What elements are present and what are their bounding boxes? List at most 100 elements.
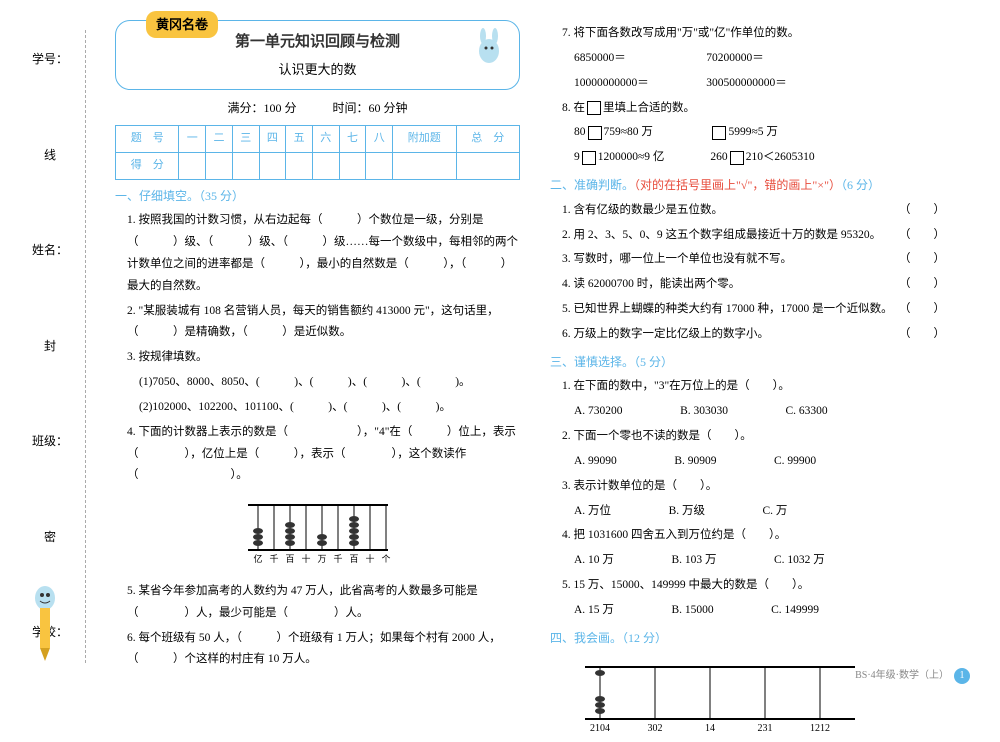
svg-text:14: 14 [705, 723, 715, 734]
opt: A. 15 万 [574, 604, 614, 616]
section-3-title: 三、谨慎选择。（5 分） [550, 352, 955, 374]
q8-row: 80759≈80 万 5999≈5 万 [574, 122, 955, 144]
spine-label: 姓名： [32, 240, 68, 262]
q7c: 10000000000＝ [574, 77, 649, 89]
section-1-title: 一、仔细填空。（35 分） [115, 186, 520, 208]
opt: A. 10 万 [574, 554, 614, 566]
q4: 4. 下面的计数器上表示的数是（ ），"4"在（ ）位上，表示（ ），亿位上是（… [127, 422, 520, 488]
sec-extra: （对的在括号里画上"√"，错的画上"×"） [634, 178, 841, 192]
sec-label: 四、我会画。 [550, 631, 622, 645]
th: 一 [179, 125, 206, 152]
judge-text: 4. 读 62000700 时，能读出两个零。 [562, 278, 740, 290]
svg-text:千: 千 [333, 554, 342, 564]
svg-text:个: 个 [381, 554, 390, 564]
judge-text: 1. 含有亿级的数最少是五位数。 [562, 204, 723, 216]
svg-text:千: 千 [269, 554, 278, 564]
q7b: 70200000＝ [706, 52, 764, 64]
th: 三 [232, 125, 259, 152]
th: 八 [366, 125, 393, 152]
opt: B. 303030 [680, 405, 728, 417]
mc-q3: 3. 表示计数单位的是（ ）。 [562, 476, 955, 498]
opt: B. 103 万 [671, 554, 716, 566]
section-4-title: 四、我会画。（12 分） [550, 628, 955, 650]
mc-opts: A. 万位 B. 万级 C. 万 [574, 501, 955, 523]
svg-text:十: 十 [301, 553, 310, 564]
page-number: 1 [954, 668, 970, 684]
opt: B. 万级 [669, 505, 705, 517]
svg-text:1212: 1212 [810, 723, 830, 734]
q3a: (1)7050、8000、8050、( )、( )、( )、( )。 [139, 372, 520, 394]
mc-q1: 1. 在下面的数中，"3"在万位上的是（ ）。 [562, 376, 955, 398]
mc-opts: A. 15 万 B. 15000 C. 149999 [574, 600, 955, 622]
opt: C. 99900 [774, 455, 816, 467]
right-column: 7. 将下面各数改写成用"万"或"亿"作单位的数。 6850000＝ 70200… [535, 20, 970, 683]
mc-q5: 5. 15 万、15000、149999 中最大的数是（ ）。 [562, 575, 955, 597]
pencil-icon [30, 583, 60, 663]
svg-text:亿: 亿 [253, 553, 262, 564]
opt: B. 90909 [674, 455, 716, 467]
spine-label: 学号： [32, 49, 68, 71]
spine-char: 密 [44, 527, 56, 549]
table-header-row: 题 号一二三四五六七八附加题总 分 [116, 125, 520, 152]
exam-meta: 满分：100 分 时间：60 分钟 [115, 98, 520, 120]
q8: 8. 在里填上合适的数。 [562, 98, 955, 120]
q7d: 300500000000＝ [706, 77, 787, 89]
th: 二 [206, 125, 233, 152]
brand-badge: 黄冈名卷 [146, 11, 218, 38]
score-label: 满分： [227, 101, 263, 115]
svg-text:百: 百 [349, 554, 358, 564]
th: 五 [286, 125, 313, 152]
mc-q2: 2. 下面一个零也不读的数是（ ）。 [562, 426, 955, 448]
sec-label: 二、准确判断。 [550, 178, 634, 192]
th: 四 [259, 125, 286, 152]
q1: 1. 按照我国的计数习惯，从右边起每（ ）个数位是一级，分别是（ ）级、（ ）级… [127, 210, 520, 297]
fold-line [85, 30, 86, 663]
section-2-title: 二、准确判断。（对的在括号里画上"√"，错的画上"×"）（6 分） [550, 175, 955, 197]
judge-item: 2. 用 2、3、5、0、9 这五个数字组成最接近十万的数是 95320。（ ） [562, 225, 955, 247]
time-label: 时间： [333, 101, 369, 115]
opt: A. 730200 [574, 405, 623, 417]
mc-q4: 4. 把 1031600 四舍五入到万位约是（ ）。 [562, 525, 955, 547]
table-score-row: 得 分 [116, 152, 520, 179]
judge-text: 3. 写数时，哪一位上一个单位也没有就不写。 [562, 253, 792, 265]
judge-item: 4. 读 62000700 时，能读出两个零。（ ） [562, 274, 955, 296]
q2: 2. "某服装城有 108 名营销人员，每天的销售额约 413000 元"，这句… [127, 301, 520, 345]
judge-item: 3. 写数时，哪一位上一个单位也没有就不写。（ ） [562, 249, 955, 271]
opt: C. 63300 [785, 405, 827, 417]
opt: C. 万 [762, 505, 787, 517]
q7-row: 10000000000＝ 300500000000＝ [574, 73, 955, 95]
score-value: 100 分 [263, 101, 296, 115]
sec-points: （6 分） [841, 178, 880, 192]
row-label: 得 分 [116, 152, 179, 179]
spine-label: 班级： [32, 431, 68, 453]
spine-char: 封 [44, 336, 56, 358]
sec-points: （5 分） [634, 355, 673, 369]
mc-opts: A. 730200 B. 303030 C. 63300 [574, 401, 955, 423]
opt: A. 99090 [574, 455, 617, 467]
svg-text:万: 万 [317, 554, 326, 564]
th: 七 [339, 125, 366, 152]
binding-spine: 学号： 线 姓名： 封 班级： 密 学校： [20, 20, 80, 673]
judge-text: 5. 已知世界上蝴蝶的种类大约有 17000 种，17000 是一个近似数。 [562, 303, 893, 315]
opt: A. 万位 [574, 505, 611, 517]
spine-char: 线 [44, 145, 56, 167]
sec-points: （12 分） [622, 631, 667, 645]
q7-row: 6850000＝ 70200000＝ [574, 48, 955, 70]
page-footer: BS·4年级·数学（上）1 [855, 667, 970, 685]
q8-row: 91200000≈9 亿 260210＜2605310 [574, 147, 955, 169]
judge-item: 6. 万级上的数字一定比亿级上的数字小。（ ） [562, 324, 955, 346]
sec-label: 三、谨慎选择。 [550, 355, 634, 369]
q3b: (2)102000、102200、101100、( )、( )、( )。 [139, 397, 520, 419]
svg-text:2104: 2104 [590, 723, 610, 734]
header-box: 黄冈名卷 第一单元知识回顾与检测 认识更大的数 [115, 20, 520, 90]
judge-text: 6. 万级上的数字一定比亿级上的数字小。 [562, 328, 769, 340]
th: 附加题 [393, 125, 456, 152]
sec-points: （35 分） [199, 189, 244, 203]
score-table: 题 号一二三四五六七八附加题总 分 得 分 [115, 125, 520, 180]
q6: 6. 每个班级有 50 人，（ ）个班级有 1 万人；如果每个村有 2000 人… [127, 628, 520, 672]
mc-opts: A. 99090 B. 90909 C. 99900 [574, 451, 955, 473]
svg-text:302: 302 [648, 723, 663, 734]
opt: B. 15000 [671, 604, 713, 616]
svg-text:231: 231 [758, 723, 773, 734]
judge-text: 2. 用 2、3、5、0、9 这五个数字组成最接近十万的数是 95320。 [562, 229, 881, 241]
